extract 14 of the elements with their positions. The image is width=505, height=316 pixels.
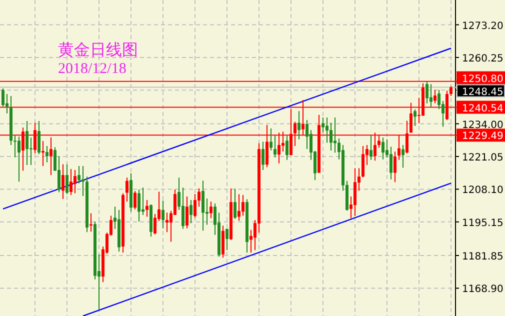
ref-line-label: 1250.80 xyxy=(462,74,504,85)
y-tick-label: 1195.15 xyxy=(462,218,504,229)
text: 黄金日线图 xyxy=(58,40,138,59)
text: 2018/12/18 xyxy=(58,61,126,77)
y-tick-label: 1273.20 xyxy=(462,20,504,32)
ref-line-label: 1240.54 xyxy=(462,103,504,114)
y-tick-label: 1221.05 xyxy=(462,152,504,164)
ref-line-label: 1248.45 xyxy=(462,86,504,98)
ref-line-label: 1229.49 xyxy=(462,131,504,142)
y-tick-label: 1208.10 xyxy=(462,185,504,196)
y-tick-label: 1181.85 xyxy=(462,252,504,263)
y-tick-label: 1168.90 xyxy=(462,284,504,296)
y-tick-label: 1234.00 xyxy=(462,120,504,131)
y-tick-label: 1260.25 xyxy=(462,53,504,64)
